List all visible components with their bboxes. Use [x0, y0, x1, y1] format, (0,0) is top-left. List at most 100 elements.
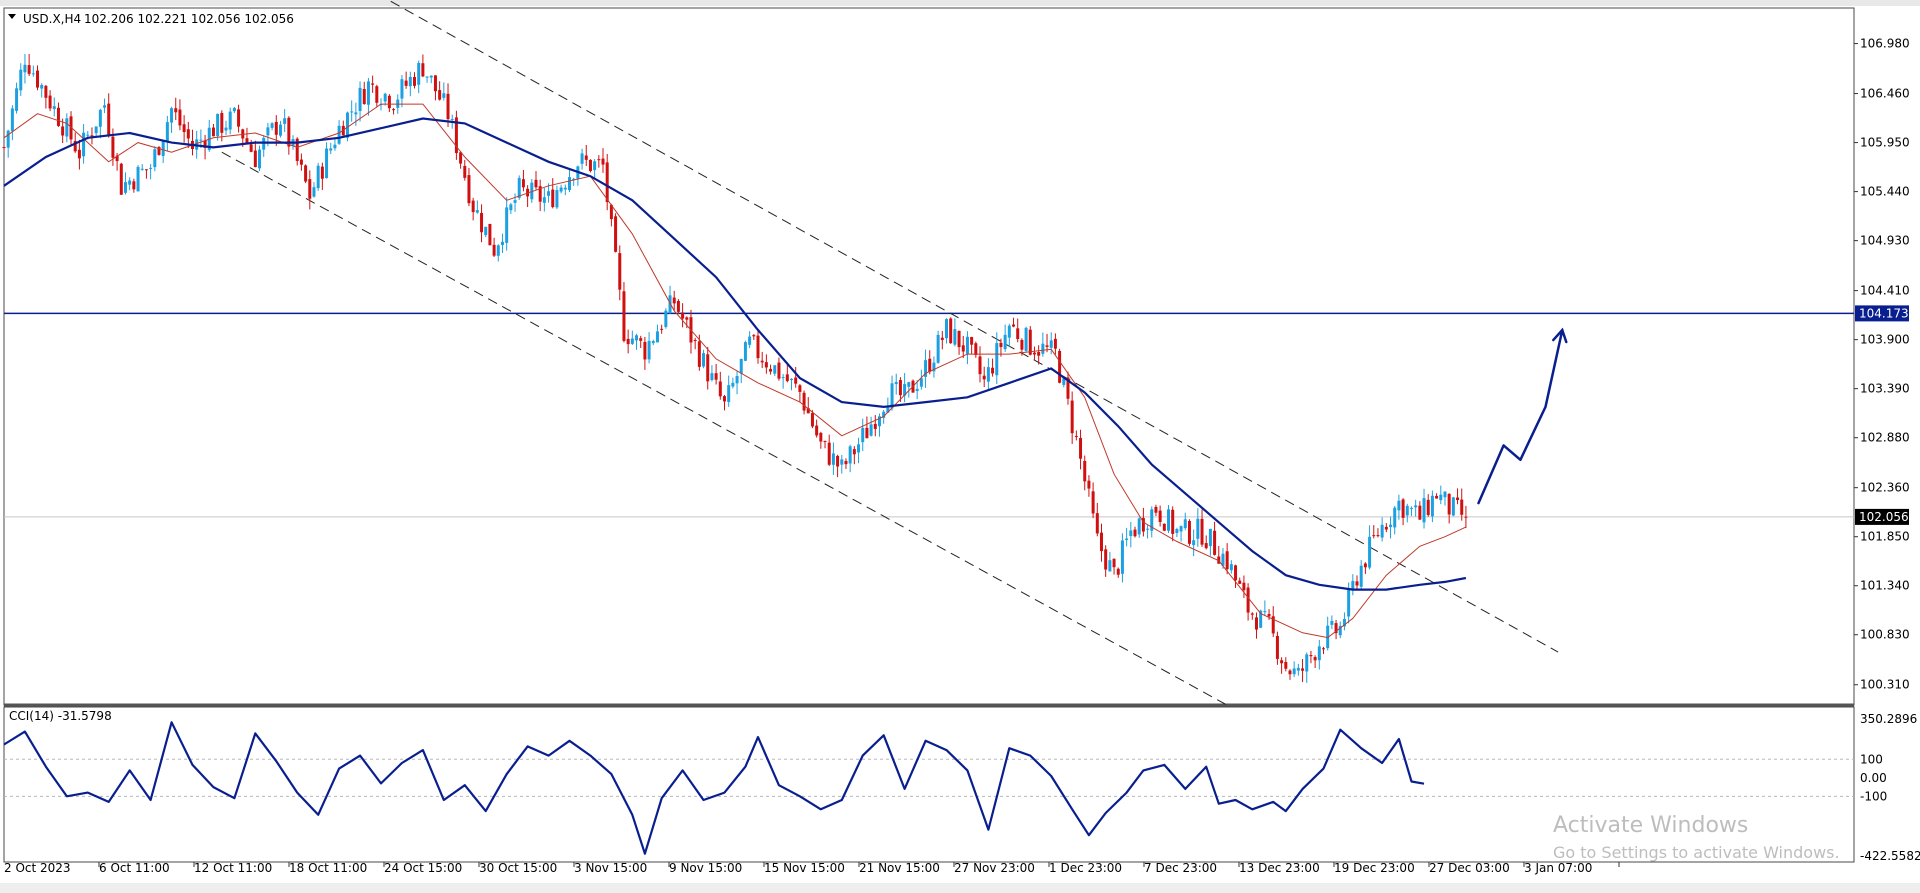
projection-arrow[interactable]	[1477, 327, 1568, 505]
candle-body	[865, 427, 869, 439]
candle-body	[1401, 499, 1405, 518]
candle-body	[718, 381, 722, 397]
candle-body	[27, 65, 31, 74]
candle-body	[446, 93, 450, 120]
candle-body	[672, 297, 676, 304]
price-tick-label: 104.410	[1860, 284, 1910, 298]
candle-body	[798, 385, 802, 392]
cci-tick-label: -422.5582	[1860, 849, 1920, 863]
candle-body	[840, 459, 844, 465]
candle-body	[157, 147, 161, 155]
channel-line-1[interactable]	[377, 0, 1559, 653]
candle-body	[1271, 616, 1275, 634]
candle-body	[1451, 497, 1455, 516]
candle-body	[270, 123, 274, 128]
candle-body	[1016, 328, 1020, 340]
arrowhead-icon	[1552, 327, 1568, 344]
time-tick-label: 9 Nov 15:00	[669, 861, 742, 875]
candle-body	[1208, 528, 1212, 547]
candle-body	[949, 318, 953, 344]
candle-body	[144, 169, 148, 171]
candle-body	[266, 127, 270, 136]
level-tag-label: 104.173	[1859, 306, 1909, 320]
candle-body	[890, 383, 894, 409]
indicator-panel[interactable]	[3, 706, 1855, 863]
time-tick-label: 3 Jan 07:00	[1524, 861, 1592, 875]
candle-body	[220, 112, 224, 133]
candle-body	[773, 365, 777, 374]
candle-body	[304, 165, 308, 182]
candle-body	[1301, 668, 1305, 671]
candle-body	[211, 127, 215, 137]
candle-body	[961, 345, 965, 352]
candles	[2, 53, 1468, 683]
candle-body	[1137, 518, 1141, 535]
candle-body	[764, 362, 768, 368]
time-tick-label: 7 Dec 23:00	[1144, 861, 1217, 875]
candle-body	[1238, 580, 1242, 584]
time-tick-label: 2 Oct 2023	[4, 861, 71, 875]
candle-body	[1254, 617, 1258, 630]
candle-body	[1338, 625, 1342, 636]
candle-body	[521, 179, 525, 188]
candle-body	[1062, 378, 1066, 385]
trend-channel[interactable]	[221, 0, 1559, 711]
channel-line-2[interactable]	[221, 151, 1236, 711]
candle-body	[404, 80, 408, 86]
candle-body	[1162, 523, 1166, 531]
candle-body	[970, 337, 974, 345]
candle-body	[790, 378, 794, 381]
projection-line[interactable]	[1477, 328, 1564, 505]
candle-body	[1393, 507, 1397, 528]
price-scale[interactable]: 106.980 106.460 105.950 105.440 104.930 104.4…	[1854, 37, 1910, 692]
candle-body	[1447, 493, 1451, 515]
candle-body	[484, 226, 488, 236]
candle-body	[1120, 540, 1124, 574]
candle-body	[1384, 526, 1388, 530]
main-panel[interactable]	[3, 7, 1855, 706]
candle-body	[82, 132, 86, 157]
candle-body	[438, 90, 442, 100]
candle-body	[224, 127, 228, 131]
candle-body	[425, 76, 429, 78]
candle-body	[1003, 334, 1007, 350]
candle-body	[94, 126, 98, 134]
candle-body	[601, 158, 605, 165]
candle-body	[19, 69, 23, 91]
candle-body	[312, 187, 316, 197]
watermark-subtitle: Go to Settings to activate Windows.	[1553, 843, 1840, 862]
candle-body	[752, 335, 756, 337]
candle-body	[295, 138, 299, 161]
dropdown-triangle-icon[interactable]	[8, 14, 16, 19]
candle-body	[609, 204, 613, 220]
candle-body	[98, 109, 102, 127]
candle-body	[852, 449, 856, 455]
candle-body	[1037, 351, 1041, 356]
candle-body	[936, 334, 940, 363]
candle-body	[65, 118, 69, 137]
candle-body	[794, 377, 798, 384]
candle-body	[1342, 619, 1346, 627]
candle-body	[1409, 507, 1413, 509]
candle-body	[358, 87, 362, 111]
candle-body	[877, 416, 881, 427]
candle-body	[735, 375, 739, 384]
candle-body	[873, 423, 877, 429]
candle-body	[1380, 524, 1384, 538]
candle-body	[366, 81, 370, 105]
time-axis[interactable]: 2 Oct 2023 6 Oct 11:00 12 Oct 11:00 18 Oct …	[4, 861, 1620, 875]
candle-body	[450, 119, 454, 121]
time-tick-label: 19 Dec 23:00	[1334, 861, 1415, 875]
candle-body	[1028, 329, 1032, 355]
bottom-strip	[0, 883, 1920, 893]
candle-body	[1435, 495, 1439, 499]
candle-body	[940, 337, 944, 340]
cci-label: CCI(14) -31.5798	[9, 709, 112, 723]
candle-body	[308, 179, 312, 199]
candle-body	[278, 124, 282, 136]
cci-tick-label: 0.00	[1860, 771, 1887, 785]
candle-body	[283, 118, 287, 124]
candle-body	[978, 356, 982, 375]
price-tick-label: 105.950	[1860, 136, 1910, 150]
candle-body	[618, 253, 622, 290]
